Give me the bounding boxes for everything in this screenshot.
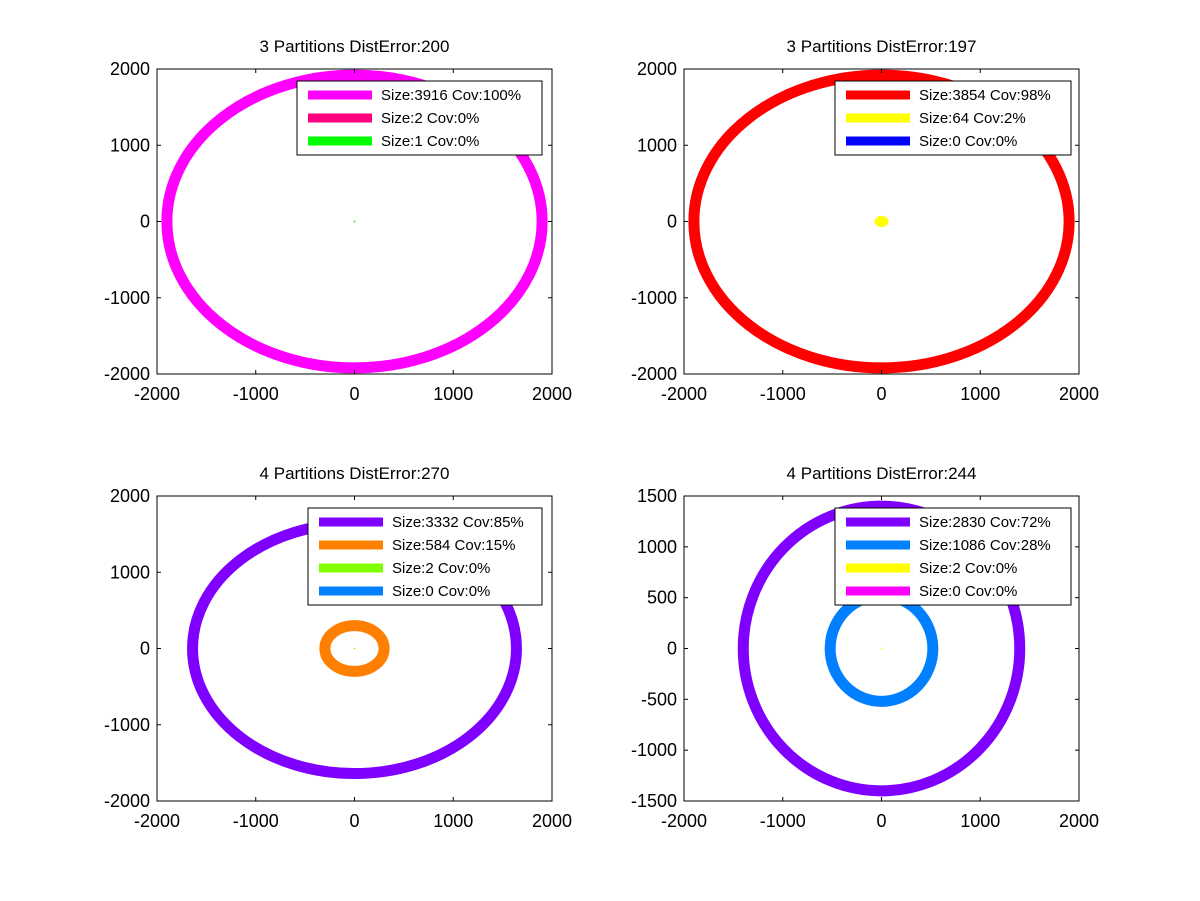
series-ring-1 xyxy=(688,69,1075,374)
legend: Size:3854 Cov:98% Size:64 Cov:2% Size:0 Co… xyxy=(834,80,1072,156)
x-tick-label: 2000 xyxy=(532,811,572,831)
legend-label: Size:3854 Cov:98% xyxy=(919,87,1051,104)
x-tick-label: 1000 xyxy=(960,384,1000,404)
y-tick-label: -1000 xyxy=(104,288,150,308)
y-tick-label: 1000 xyxy=(110,562,150,582)
chart-title: 4 Partitions DistError:270 xyxy=(260,464,450,483)
subplot-4: 4 Partitions DistError:244 -2000 -1000 0 100… xyxy=(631,464,1099,831)
y-tick-label: -1000 xyxy=(631,740,677,760)
y-tick-label: 1500 xyxy=(637,486,677,506)
x-tick-label: 2000 xyxy=(1059,811,1099,831)
series-ring-1 xyxy=(737,500,1026,797)
y-tick-label: 0 xyxy=(667,212,677,232)
legend-label: Size:3332 Cov:85% xyxy=(392,514,524,531)
legend-label: Size:584 Cov:15% xyxy=(392,537,515,554)
y-tick-label: 0 xyxy=(140,639,150,659)
chart-title: 3 Partitions DistError:200 xyxy=(260,37,450,56)
y-tick-label: -1000 xyxy=(104,715,150,735)
legend-label: Size:1086 Cov:28% xyxy=(919,537,1051,554)
x-tick-label: -1000 xyxy=(760,811,806,831)
y-tick-label: -2000 xyxy=(104,364,150,384)
y-tick-label: 1000 xyxy=(110,135,150,155)
subplot-1: 3 Partitions DistError:200 -2000 -1000 0 100… xyxy=(104,37,572,404)
series-ring-2 xyxy=(319,620,390,677)
y-tick-label: -2000 xyxy=(104,791,150,811)
x-tick-label: 1000 xyxy=(960,811,1000,831)
legend-label: Size:2 Cov:0% xyxy=(392,560,490,577)
legend: Size:3332 Cov:85% Size:584 Cov:15% Size:2 … xyxy=(307,507,543,606)
x-tick-label: -2000 xyxy=(661,384,707,404)
legend: Size:2830 Cov:72% Size:1086 Cov:28% Size:2… xyxy=(834,507,1072,606)
x-tick-label: -1000 xyxy=(233,811,279,831)
y-tick-label: -2000 xyxy=(631,364,677,384)
legend-label: Size:1 Cov:0% xyxy=(381,133,479,150)
legend-label: Size:2830 Cov:72% xyxy=(919,514,1051,531)
legend: Size:3916 Cov:100% Size:2 Cov:0% Size:1 Co… xyxy=(296,80,543,156)
series-dot-3 xyxy=(353,220,356,223)
legend-label: Size:2 Cov:0% xyxy=(381,110,479,127)
x-tick-label: 1000 xyxy=(433,384,473,404)
y-tick-label: 0 xyxy=(140,212,150,232)
x-tick-label: 1000 xyxy=(433,811,473,831)
y-tick-label: 2000 xyxy=(110,59,150,79)
legend-label: Size:64 Cov:2% xyxy=(919,110,1026,127)
x-tick-label: 0 xyxy=(349,811,359,831)
series-dot-3 xyxy=(880,647,883,650)
y-tick-label: 2000 xyxy=(110,486,150,506)
series-blob-2 xyxy=(874,215,889,228)
y-tick-label: 1000 xyxy=(637,537,677,557)
legend-label: Size:0 Cov:0% xyxy=(919,583,1017,600)
y-tick-label: 2000 xyxy=(637,59,677,79)
x-tick-label: -1000 xyxy=(233,384,279,404)
series-ring-1 xyxy=(161,69,548,374)
chart-title: 3 Partitions DistError:197 xyxy=(787,37,977,56)
x-tick-label: 0 xyxy=(876,811,886,831)
y-tick-label: -1000 xyxy=(631,288,677,308)
subplot-3: 4 Partitions DistError:270 -2000 -1000 0 100… xyxy=(104,464,572,831)
legend-label: Size:2 Cov:0% xyxy=(919,560,1017,577)
x-tick-label: -1000 xyxy=(760,384,806,404)
chart-title: 4 Partitions DistError:244 xyxy=(787,464,977,483)
y-tick-label: 1000 xyxy=(637,135,677,155)
x-tick-label: 0 xyxy=(349,384,359,404)
legend-label: Size:0 Cov:0% xyxy=(392,583,490,600)
y-tick-label: -1500 xyxy=(631,791,677,811)
legend-label: Size:0 Cov:0% xyxy=(919,133,1017,150)
y-tick-label: -500 xyxy=(641,689,677,709)
x-tick-label: 0 xyxy=(876,384,886,404)
x-tick-label: -2000 xyxy=(134,384,180,404)
x-tick-label: 2000 xyxy=(1059,384,1099,404)
series-dot-3 xyxy=(353,647,356,650)
subplot-2: 3 Partitions DistError:197 -2000 -1000 0 100… xyxy=(631,37,1099,404)
y-tick-label: 0 xyxy=(667,639,677,659)
x-tick-label: 2000 xyxy=(532,384,572,404)
x-tick-label: -2000 xyxy=(661,811,707,831)
x-tick-label: -2000 xyxy=(134,811,180,831)
y-tick-label: 500 xyxy=(647,588,677,608)
legend-label: Size:3916 Cov:100% xyxy=(381,87,521,104)
